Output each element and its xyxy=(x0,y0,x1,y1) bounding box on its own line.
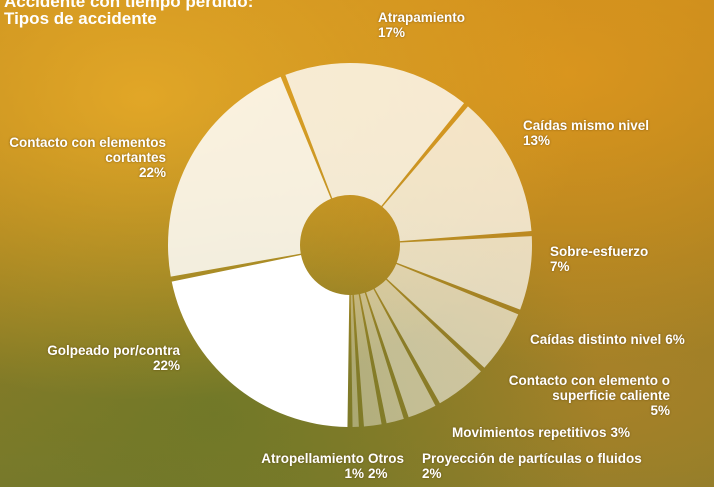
category-label: Contacto con elemento o superficie calie… xyxy=(508,373,670,403)
category-label: Atrapamiento xyxy=(378,10,466,25)
value-label: 13% xyxy=(523,133,551,148)
category-label: Caídas mismo nivel xyxy=(523,118,650,133)
slice-label: Golpeado por/contra 22% xyxy=(20,343,180,373)
donut-segment xyxy=(167,76,331,277)
slice-label: Movimientos repetitivos 3% xyxy=(452,425,682,440)
slice-label: Sobre-esfuerzo 7% xyxy=(550,244,670,274)
category-label: Proyección de partículas o fluidos xyxy=(422,451,642,466)
donut-segment xyxy=(396,236,532,310)
category-label: Movimientos repetitivos xyxy=(452,425,607,440)
value-label: 2% xyxy=(422,466,442,481)
value-label: 6% xyxy=(665,332,685,347)
category-label: Contacto con elementos cortantes xyxy=(9,135,166,165)
donut-segment xyxy=(386,264,519,368)
category-label: Caídas distinto nivel xyxy=(530,332,662,347)
category-label: Golpeado por/contra xyxy=(47,343,180,358)
slice-label: Proyección de partículas o fluidos 2% xyxy=(422,451,682,481)
value-label: 22% xyxy=(138,165,166,180)
slice-label: Atropellamiento 1% xyxy=(240,451,364,481)
donut-segment xyxy=(366,289,436,418)
chart-subtitle: Tipos de accidente xyxy=(4,9,157,28)
donut-segment xyxy=(382,106,532,242)
slice-label: Caídas mismo nivel 13% xyxy=(523,118,683,148)
value-label: 3% xyxy=(610,425,631,440)
value-label: 7% xyxy=(550,259,570,274)
slice-label: Caídas distinto nivel 6% xyxy=(530,332,710,347)
category-label: Sobre-esfuerzo xyxy=(550,244,649,259)
slice-label: Contacto con elemento o superficie calie… xyxy=(480,373,670,418)
donut-segment xyxy=(374,279,481,404)
donut-segment xyxy=(171,255,350,427)
category-label: Atropellamiento xyxy=(261,451,364,466)
donut-segment xyxy=(350,294,359,427)
value-label: 22% xyxy=(152,358,180,373)
donut-segment xyxy=(353,294,382,427)
category-label: Otros xyxy=(368,451,405,466)
slice-label: Atrapamiento 17% xyxy=(378,10,498,40)
slice-label: Contacto con elementos cortantes 22% xyxy=(0,135,166,180)
value-label: 17% xyxy=(378,25,406,40)
value-label: 5% xyxy=(650,403,670,418)
value-label: 1% xyxy=(344,466,364,481)
donut-segment xyxy=(360,292,404,424)
value-label: 2% xyxy=(368,466,388,481)
slice-label: Otros 2% xyxy=(368,451,418,481)
donut-segment xyxy=(285,62,465,207)
chart-title: Accidente con tiempo perdido: xyxy=(4,0,254,11)
